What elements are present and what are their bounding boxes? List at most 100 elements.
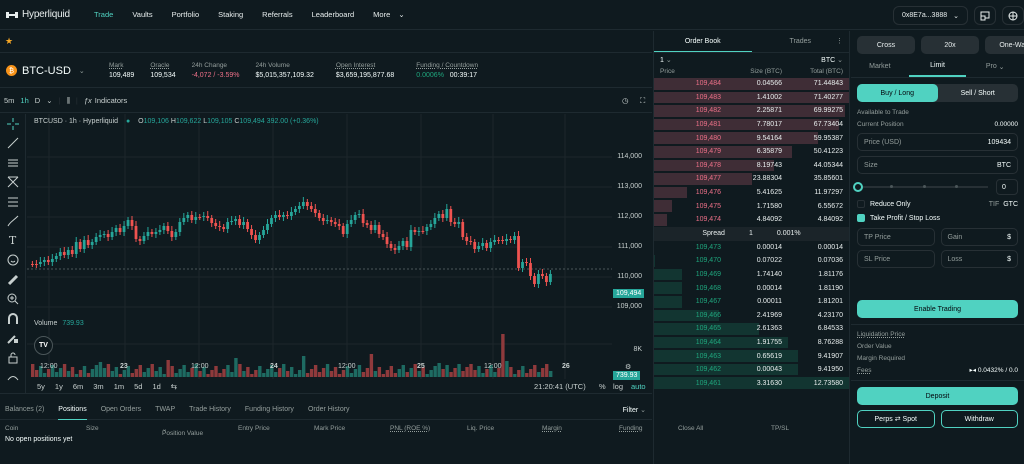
tp-price-input[interactable]: TP Price [857, 228, 935, 246]
interval-1h[interactable]: 1h [20, 96, 29, 105]
size-input[interactable]: Size BTC [857, 156, 1018, 174]
text-icon[interactable]: T [8, 234, 17, 248]
bid-row[interactable]: 109,469 1.74140 1.81176 [654, 268, 849, 282]
screenshot-icon[interactable]: ◷ [622, 96, 629, 105]
interval-d[interactable]: D [34, 96, 41, 105]
chevron-down-icon[interactable]: ⌄ [46, 96, 53, 105]
magnet-icon[interactable] [0, 309, 25, 329]
pattern-icon[interactable] [0, 173, 25, 193]
coin-selector[interactable]: ₿ BTC-USD ⌄ [6, 65, 109, 77]
tab-balances[interactable]: Balances (2) [5, 406, 45, 413]
settings-button[interactable] [974, 6, 996, 25]
zoom-in-icon[interactable] [0, 290, 25, 310]
loss-input[interactable]: Loss $ [940, 250, 1018, 268]
indicators-icon[interactable]: ƒx [83, 96, 92, 105]
range-3m[interactable]: 3m [93, 381, 104, 391]
unit-select[interactable]: BTC ⌄ [821, 56, 843, 64]
price-axis[interactable]: 114,000 113,000 112,000 111,000 110,000 … [612, 114, 652, 380]
percent-toggle[interactable]: % [599, 381, 606, 391]
logo[interactable]: Hyperliquid [6, 9, 80, 20]
more-options-icon[interactable]: ⋮ [836, 38, 843, 45]
tab-market[interactable]: Market [869, 63, 891, 70]
ask-row[interactable]: 109,476 5.41625 11.97297 [654, 186, 849, 200]
gain-input[interactable]: Gain $ [940, 228, 1018, 246]
nav-trade[interactable]: Trade [94, 10, 114, 19]
wallet-button[interactable]: 0x8E7a...3888 ⌄ [892, 6, 968, 25]
indicators-button[interactable]: Indicators [94, 96, 128, 105]
chart-settings-icon[interactable]: ⚙ [625, 364, 632, 371]
position-mode-button[interactable]: One-Way [985, 36, 1024, 54]
bid-row[interactable]: 109,463 0.65619 9.41907 [654, 349, 849, 363]
tab-order-history[interactable]: Order History [307, 406, 350, 413]
tif-select[interactable]: GTC [1003, 200, 1018, 208]
range-5d[interactable]: 5d [134, 381, 143, 391]
prediction-icon[interactable] [0, 192, 25, 212]
tab-open-orders[interactable]: Open Orders [100, 406, 142, 413]
bid-row[interactable]: 109,473 0.00014 0.00014 [695, 243, 843, 251]
deposit-button[interactable]: Deposit [857, 387, 1018, 405]
nav-more[interactable]: More ⌄ [373, 10, 404, 19]
crosshair-icon[interactable] [0, 114, 25, 134]
fib-icon[interactable] [0, 153, 25, 173]
enable-trading-button[interactable]: Enable Trading [857, 300, 1018, 318]
ask-row[interactable]: 109,483 1.41002 71.40277 [654, 91, 849, 105]
bid-row[interactable]: 109,470 0.07022 0.07036 [654, 254, 849, 268]
tab-limit[interactable]: Limit [908, 56, 967, 77]
bid-row[interactable]: 109,465 2.61363 6.84533 [654, 322, 849, 336]
bid-row[interactable]: 109,468 0.00014 1.81190 [654, 281, 849, 295]
language-button[interactable] [1002, 6, 1024, 25]
tpsl-checkbox[interactable]: Take Profit / Stop Loss [851, 212, 1024, 224]
tab-twap[interactable]: TWAP [155, 406, 176, 413]
ruler-icon[interactable] [0, 270, 25, 290]
withdraw-button[interactable]: Withdraw [940, 410, 1018, 428]
tab-pro[interactable]: Pro ⌄ [985, 63, 1005, 71]
tab-trades[interactable]: Trades [789, 38, 812, 45]
tab-funding-history[interactable]: Funding History [244, 406, 294, 413]
tab-order-book[interactable]: Order Book [654, 31, 752, 52]
perps-spot-transfer-button[interactable]: Perps ⇄ Spot [857, 410, 935, 428]
trend-line-icon[interactable] [0, 134, 25, 154]
lock-drawing-icon[interactable] [0, 329, 25, 349]
utc-clock[interactable]: 21:20:41 (UTC) [534, 381, 586, 391]
slider-value-input[interactable]: 0 [996, 179, 1018, 195]
ask-row[interactable]: 109,484 0.04566 71.44843 [654, 77, 849, 91]
tick-size-select[interactable]: 1 ⌄ [660, 56, 672, 64]
tradingview-logo[interactable]: TV [34, 336, 53, 355]
brush-icon[interactable] [0, 212, 25, 232]
ask-row[interactable]: 109,474 4.84092 4.84092 [654, 213, 849, 227]
lock-icon[interactable] [0, 348, 25, 368]
nav-referrals[interactable]: Referrals [262, 10, 293, 19]
buy-long-button[interactable]: Buy / Long [857, 84, 938, 102]
auto-toggle[interactable]: auto [631, 381, 646, 391]
fullscreen-icon[interactable]: ⛶ [640, 95, 646, 105]
date-range-icon[interactable]: ⇆ [170, 381, 178, 391]
tab-positions[interactable]: Positions [58, 400, 87, 420]
star-icon[interactable]: ★ [5, 36, 14, 46]
ask-row[interactable]: 109,482 2.25871 69.99275 [654, 104, 849, 118]
sell-short-button[interactable]: Sell / Short [960, 89, 995, 97]
time-axis[interactable]: 12:00 23 12:00 24 12:00 25 12:00 26 ⚙ [40, 363, 632, 371]
range-1d[interactable]: 1d [152, 381, 161, 391]
bid-row[interactable]: 109,466 2.41969 4.23170 [654, 309, 849, 323]
range-6m[interactable]: 6m [72, 381, 84, 391]
margin-mode-button[interactable]: Cross [857, 36, 915, 54]
filter-dropdown[interactable]: Filter ⌄ [622, 406, 646, 414]
ask-row[interactable]: 109,479 6.35879 50.41223 [654, 145, 849, 159]
emoji-icon[interactable] [0, 251, 25, 271]
range-5y[interactable]: 5y [37, 381, 45, 391]
size-slider[interactable] [853, 182, 988, 192]
interval-5m[interactable]: 5m [4, 96, 15, 105]
nav-vaults[interactable]: Vaults [132, 10, 153, 19]
ask-row[interactable]: 109,475 1.71580 6.55672 [654, 199, 849, 213]
nav-staking[interactable]: Staking [218, 10, 244, 19]
log-toggle[interactable]: log [613, 381, 624, 391]
range-1m[interactable]: 1m [113, 381, 125, 391]
nav-leaderboard[interactable]: Leaderboard [311, 10, 355, 19]
ask-row[interactable]: 109,477 23.88304 35.85601 [654, 172, 849, 186]
reduce-only-checkbox[interactable]: Reduce Only TIF GTC [851, 198, 1024, 210]
bid-row[interactable]: 109,467 0.00011 1.81201 [654, 295, 849, 309]
tab-trade-history[interactable]: Trade History [189, 406, 231, 413]
ask-row[interactable]: 109,478 8.19743 44.05344 [654, 159, 849, 173]
range-1y[interactable]: 1y [54, 381, 63, 391]
sl-price-input[interactable]: SL Price [857, 250, 935, 268]
